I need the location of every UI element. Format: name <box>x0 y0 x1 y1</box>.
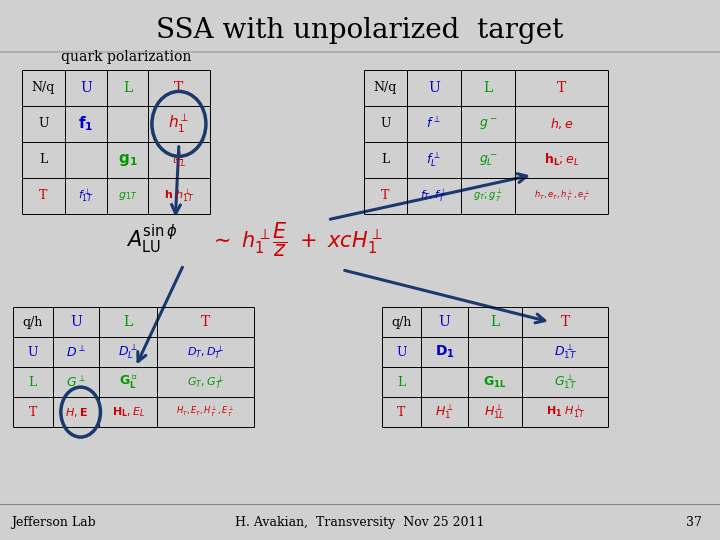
Text: $\iota_{\overline{1}L}^\perp$: $\iota_{\overline{1}L}^\perp$ <box>171 151 186 169</box>
Text: L: L <box>124 315 132 329</box>
Text: $A_{\rm LU}^{\sin\phi}$: $A_{\rm LU}^{\sin\phi}$ <box>126 223 177 256</box>
Text: $\mathbf{f_1}$: $\mathbf{f_1}$ <box>78 114 94 133</box>
Text: $g_L^-$: $g_L^-$ <box>479 152 497 168</box>
Text: 37: 37 <box>686 516 702 530</box>
Text: U: U <box>70 315 82 329</box>
Text: T: T <box>397 406 405 419</box>
Text: L: L <box>381 153 390 166</box>
Text: $\mathbf{D_1}$: $\mathbf{D_1}$ <box>435 344 454 360</box>
Text: T: T <box>561 315 570 329</box>
Text: L: L <box>39 153 48 166</box>
Text: $\mathbf{H_L},E_L$: $\mathbf{H_L},E_L$ <box>112 405 145 419</box>
Text: L: L <box>490 315 500 329</box>
Text: $D_L^\perp$: $D_L^\perp$ <box>118 343 138 361</box>
Text: $g_{1T}$: $g_{1T}$ <box>118 190 137 202</box>
Text: $g^-$: $g^-$ <box>479 116 497 132</box>
Text: T: T <box>557 81 566 95</box>
Text: U: U <box>438 315 451 329</box>
Text: U: U <box>38 117 48 130</box>
Text: U: U <box>27 346 38 359</box>
Text: T: T <box>29 406 37 419</box>
Text: H. Avakian,  Transversity  Nov 25 2011: H. Avakian, Transversity Nov 25 2011 <box>235 516 485 530</box>
Text: $D^\perp$: $D^\perp$ <box>66 345 86 360</box>
Text: N/q: N/q <box>32 82 55 94</box>
Text: $f_{1T}^\perp$: $f_{1T}^\perp$ <box>78 187 94 204</box>
Text: $\mathbf{H_1}\ H_{1T}^\perp$: $\mathbf{H_1}\ H_{1T}^\perp$ <box>546 404 585 421</box>
Text: $G_T,G_T^\perp$: $G_T,G_T^\perp$ <box>187 374 224 390</box>
Text: T: T <box>39 190 48 202</box>
Text: Jefferson Lab: Jefferson Lab <box>11 516 96 530</box>
Text: U: U <box>428 81 440 95</box>
Text: $\mathbf{G_{1L}}$: $\mathbf{G_{1L}}$ <box>483 375 507 390</box>
Text: L: L <box>29 376 37 389</box>
Text: $\mathbf{h}\ h_{1T}^\perp$: $\mathbf{h}\ h_{1T}^\perp$ <box>163 187 194 204</box>
Text: $f_T,f_T^\perp$: $f_T,f_T^\perp$ <box>420 187 448 204</box>
Text: $H_{1L}^\perp$: $H_{1L}^\perp$ <box>485 403 505 421</box>
Text: L: L <box>483 81 492 95</box>
Text: $\sim\ h_1^\perp\dfrac{E}{z}\ +\ xcH_1^\perp$: $\sim\ h_1^\perp\dfrac{E}{z}\ +\ xcH_1^\… <box>209 220 382 259</box>
Text: L: L <box>397 376 405 389</box>
Text: $\mathbf{g_1}$: $\mathbf{g_1}$ <box>117 152 138 168</box>
Text: U: U <box>80 81 91 95</box>
Text: q/h: q/h <box>22 316 43 329</box>
Text: $H,\mathbf{E}$: $H,\mathbf{E}$ <box>65 406 87 419</box>
Text: $H_1^\perp$: $H_1^\perp$ <box>435 403 454 421</box>
Text: $h_T,e_T,h_T^\perp,e_T^\perp$: $h_T,e_T,h_T^\perp,e_T^\perp$ <box>534 188 590 203</box>
Text: $G_{1T}^\perp$: $G_{1T}^\perp$ <box>554 373 577 392</box>
Text: T: T <box>201 315 210 329</box>
Text: $H_T,E_T,H_T^\perp,E_T^\perp$: $H_T,E_T,H_T^\perp,E_T^\perp$ <box>176 405 235 419</box>
Text: L: L <box>123 81 132 95</box>
Text: $f^\perp$: $f^\perp$ <box>426 116 441 131</box>
Text: $g_T;g_T^\perp$: $g_T;g_T^\perp$ <box>473 188 503 204</box>
Text: $\mathbf{G_L^\perp}$: $\mathbf{G_L^\perp}$ <box>119 373 138 391</box>
Text: $h_1^\perp$: $h_1^\perp$ <box>168 113 190 135</box>
Text: $\mathbf{h_L};e_L$: $\mathbf{h_L};e_L$ <box>544 152 580 168</box>
Text: $D_T,D_T^\perp$: $D_T,D_T^\perp$ <box>187 344 224 361</box>
Text: N/q: N/q <box>374 82 397 94</box>
Text: $f_L^\perp$: $f_L^\perp$ <box>426 151 441 169</box>
Text: $D_{1T}^\perp$: $D_{1T}^\perp$ <box>554 343 577 361</box>
Text: $h,e$: $h,e$ <box>550 117 573 131</box>
Text: q/h: q/h <box>391 316 412 329</box>
Text: U: U <box>396 346 407 359</box>
Text: SSA with unpolarized  target: SSA with unpolarized target <box>156 17 564 44</box>
Text: U: U <box>380 117 390 130</box>
Text: quark polarization: quark polarization <box>60 50 192 64</box>
Text: $G^\perp$: $G^\perp$ <box>66 375 86 390</box>
Text: T: T <box>174 81 184 95</box>
Text: T: T <box>381 190 390 202</box>
